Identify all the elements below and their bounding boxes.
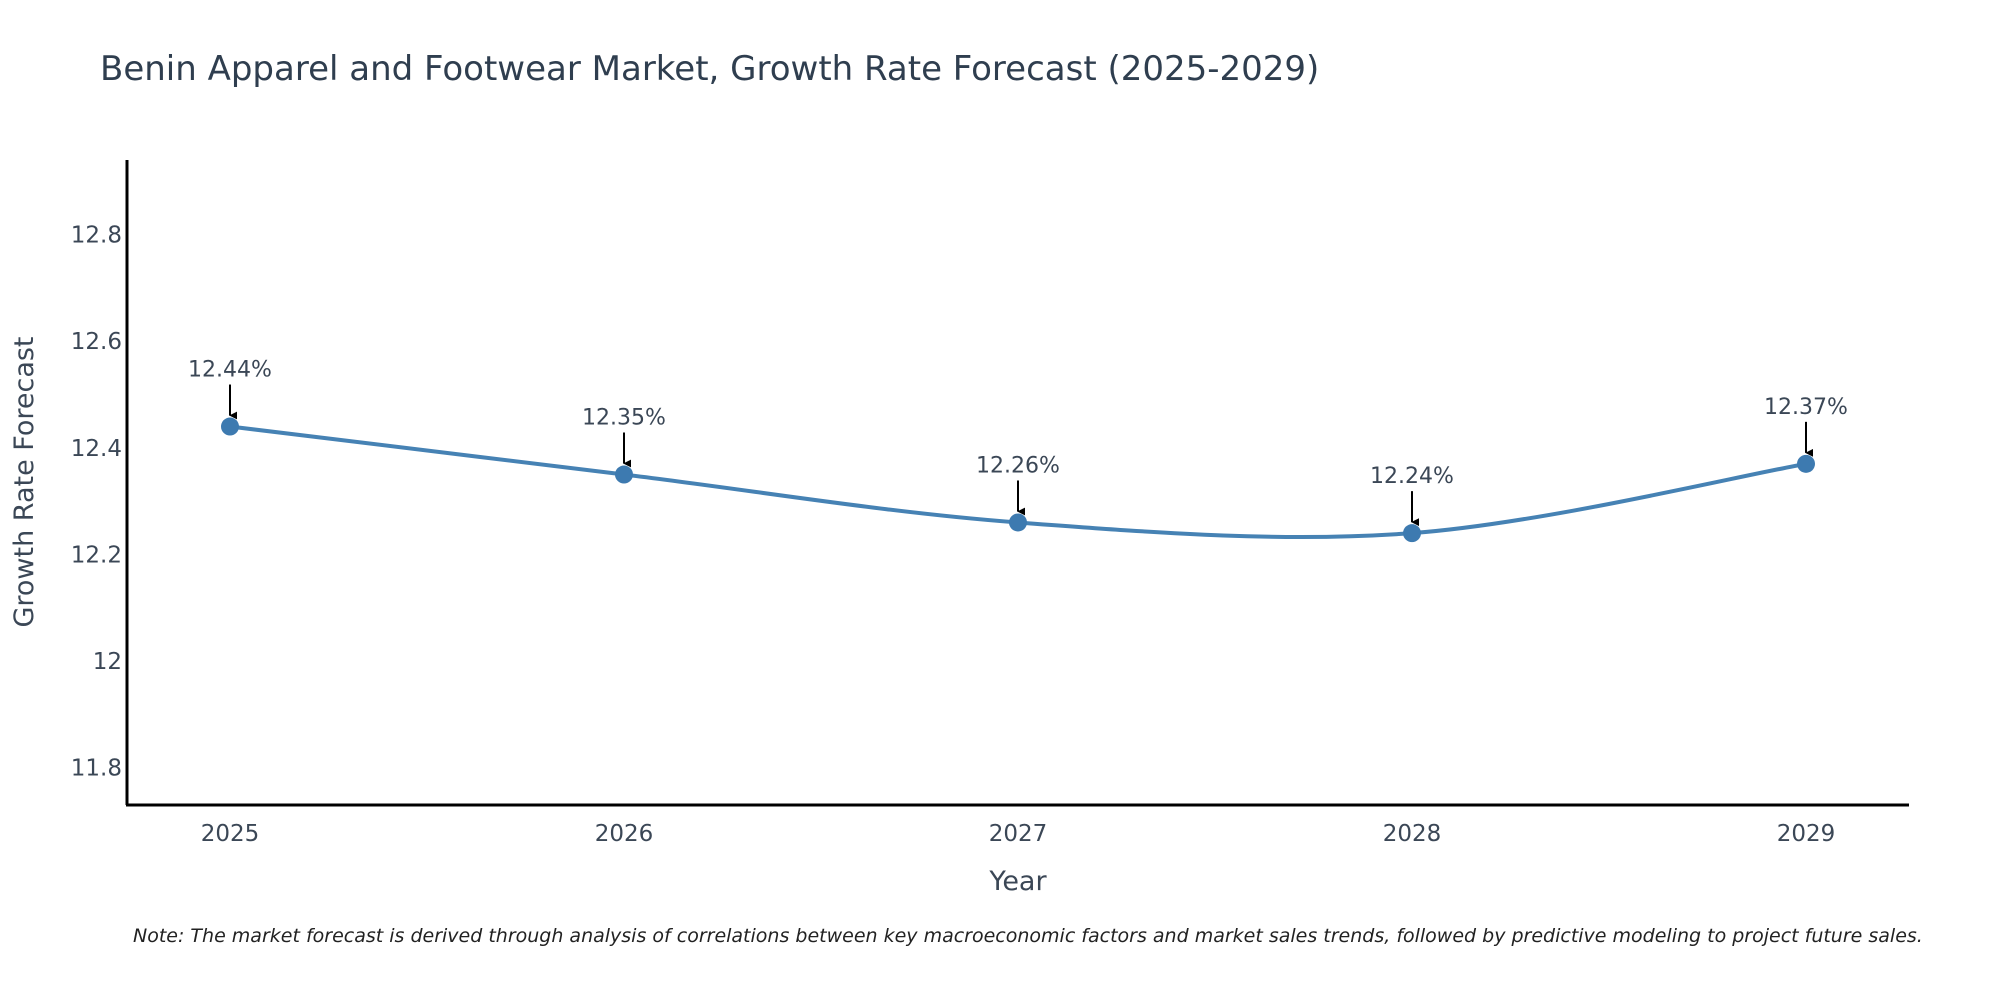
x-tick-label: 2025 [201,821,260,847]
data-label: 12.37% [1764,395,1848,420]
data-label: 12.26% [976,453,1060,478]
data-label: 12.35% [582,406,666,431]
data-point [1403,524,1421,543]
x-tick-label: 2029 [1777,821,1836,847]
x-axis-title: Year [988,866,1047,897]
data-point [221,417,239,436]
y-tick-label: 12.2 [71,542,122,568]
x-tick-label: 2026 [595,821,654,847]
data-annotations: 12.44% 12.35% 12.26% 12.24% 12.37% [188,358,1848,527]
x-axis-ticks: 2025 2026 2027 2028 2029 [201,821,1836,847]
y-tick-label: 11.8 [71,756,122,782]
data-label: 12.44% [188,358,272,383]
chart-note: Note: The market forecast is derived thr… [133,925,1923,947]
y-axis-title: Growth Rate Forecast [9,336,40,627]
y-tick-label: 12.6 [71,329,122,355]
y-tick-label: 12.8 [71,223,122,249]
y-tick-label: 12 [93,649,122,675]
x-tick-label: 2027 [989,821,1048,847]
y-tick-label: 12.4 [71,436,122,462]
data-point [1797,454,1815,473]
x-tick-label: 2028 [1383,821,1442,847]
data-markers [221,417,1815,543]
data-point [615,465,633,484]
data-point [1009,513,1027,532]
y-axis-ticks: 11.8 12 12.2 12.4 12.6 12.8 [71,223,122,782]
chart-title: Benin Apparel and Footwear Market, Growt… [100,49,1319,89]
data-label: 12.24% [1370,464,1454,489]
